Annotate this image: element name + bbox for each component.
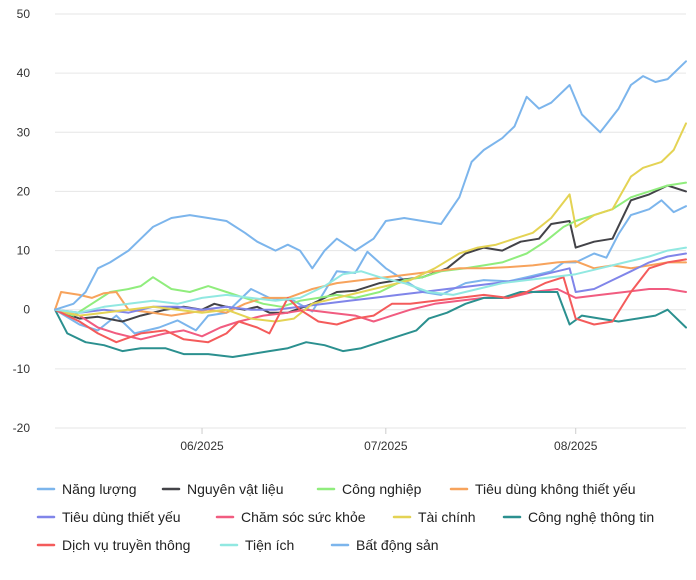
legend-label: Chăm sóc sức khỏe <box>241 509 366 525</box>
x-tick-label: 06/2025 <box>180 439 224 453</box>
legend-item[interactable]: Công nghệ thông tin <box>502 509 654 525</box>
series-line-11 <box>54 60 687 311</box>
y-tick-label: 50 <box>17 7 31 21</box>
series-line-4 <box>54 260 687 317</box>
x-tick-label: 08/2025 <box>554 439 598 453</box>
legend-item[interactable]: Bất động sản <box>330 537 439 553</box>
grid-lines <box>55 13 686 429</box>
legend-label: Bất động sản <box>356 537 439 553</box>
y-tick-label: -20 <box>13 421 31 435</box>
series-line-3 <box>54 181 687 317</box>
legend-item[interactable]: Tiêu dùng không thiết yếu <box>449 481 636 497</box>
legend-item[interactable]: Chăm sóc sức khỏe <box>215 509 366 525</box>
legend-label: Nguyên vật liệu <box>187 481 284 497</box>
series-line-1 <box>54 199 687 335</box>
legend-label: Năng lượng <box>62 481 137 497</box>
legend-label: Tiện ích <box>245 537 294 553</box>
y-tick-label: 20 <box>17 184 31 198</box>
series-line-7 <box>54 122 687 323</box>
series-line-10 <box>54 246 687 314</box>
legend-label: Công nghiệp <box>342 481 422 497</box>
legend-item[interactable]: Tiêu dùng thiết yếu <box>36 509 181 525</box>
legend-item[interactable]: Năng lượng <box>36 481 137 497</box>
series-line-5 <box>54 252 687 314</box>
legend-item[interactable]: Nguyên vật liệu <box>161 481 284 497</box>
legend-label: Công nghệ thông tin <box>528 509 654 525</box>
series-line-8 <box>54 291 687 358</box>
legend-label: Dịch vụ truyền thông <box>62 537 190 553</box>
legend-item[interactable]: Công nghiệp <box>316 481 422 497</box>
y-tick-label: 40 <box>17 66 31 80</box>
legend[interactable]: Năng lượng Nguyên vật liệu Công nghiệp Tiêu… <box>36 481 654 553</box>
legend-label: Tài chính <box>418 509 476 525</box>
legend-label: Tiêu dùng thiết yếu <box>62 509 181 525</box>
legend-label: Tiêu dùng không thiết yếu <box>475 481 636 497</box>
series-line-9 <box>54 258 687 344</box>
legend-item[interactable]: Dịch vụ truyền thông <box>36 537 190 553</box>
y-tick-label: 10 <box>17 244 31 258</box>
y-tick-label: 0 <box>23 303 30 317</box>
x-tick-label: 07/2025 <box>364 439 408 453</box>
y-axis-ticks: -20 -10 0 10 20 30 40 50 <box>13 7 31 435</box>
y-tick-label: 30 <box>17 125 31 139</box>
series-lines <box>54 60 687 358</box>
legend-item[interactable]: Tiện ích <box>219 537 294 553</box>
legend-item[interactable]: Tài chính <box>392 509 476 525</box>
y-tick-label: -10 <box>13 362 31 376</box>
x-axis-ticks: 06/2025 07/2025 08/2025 <box>180 428 598 453</box>
series-line-6 <box>54 288 687 341</box>
